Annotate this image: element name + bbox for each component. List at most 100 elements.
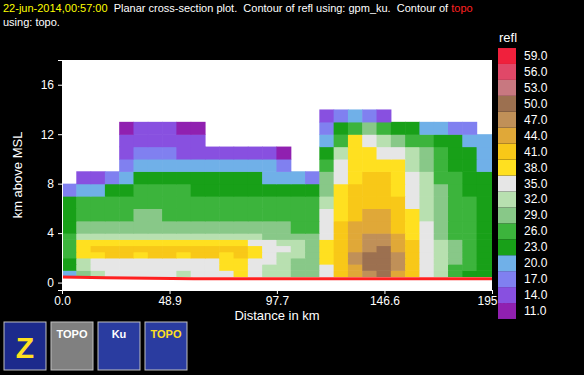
button-label[interactable]: TOPO [151,328,182,340]
button-face[interactable] [51,322,93,370]
cell [348,171,363,184]
cell [91,221,106,234]
cell [62,239,77,246]
cell [191,159,206,172]
cell [91,196,106,209]
cell [248,171,263,184]
cell [362,147,377,160]
cell [234,159,249,172]
colorbar-swatch [498,303,516,319]
cell [434,134,449,147]
tick: 16 [41,78,62,92]
cell [348,252,363,259]
cell [105,258,120,265]
cell [405,239,420,246]
cell [377,221,392,234]
cell [477,159,492,172]
cell [334,252,349,259]
cell [205,239,220,246]
toolbar-button[interactable]: Ku [98,322,140,370]
cell [291,258,306,265]
toolbar-button[interactable]: TOPO [51,322,93,370]
cell [477,258,492,265]
cell [319,239,334,246]
cell [105,245,120,252]
cell [391,134,406,147]
cell [148,233,163,240]
button-face[interactable] [145,322,187,370]
cell [148,270,163,277]
cell [219,270,234,277]
colorbar-swatch [498,48,516,64]
cell [91,171,106,184]
cell [76,264,91,271]
toolbar-button[interactable]: TOPO [145,322,187,370]
cell [262,159,277,172]
cell [105,233,120,240]
cell [219,264,234,271]
cell [219,258,234,265]
button-label[interactable]: TOPO [57,328,88,340]
cell [391,258,406,265]
cell [105,252,120,259]
cell [105,221,120,234]
cell [62,221,77,234]
cell [162,196,177,209]
cell [176,233,191,240]
cell [119,233,134,240]
cell [133,221,148,234]
cell [405,171,420,184]
cell [291,233,306,240]
colorbar-swatch [498,191,516,207]
cell [462,239,477,246]
button-label[interactable]: Z [16,331,34,364]
cell [462,171,477,184]
cell [234,208,249,221]
cell [248,258,263,265]
cell [105,196,120,209]
cell [405,196,420,209]
cell [362,159,377,172]
cell [291,245,306,252]
title-part: using: topo. [3,16,60,28]
cell [391,159,406,172]
cell [205,245,220,252]
cell [448,184,463,197]
cell [205,196,220,209]
button-face[interactable] [98,322,140,370]
cell [405,147,420,160]
cell [248,252,263,259]
cell [462,221,477,234]
tick-mark [58,283,62,284]
cell [119,252,134,259]
cell [305,252,320,259]
cell [305,208,320,221]
cell [176,221,191,234]
tick-label: 4 [47,226,54,240]
cell [148,147,163,160]
colorbar-label: 29.0 [524,208,548,222]
cell [334,270,349,277]
cell [162,122,177,135]
tick-mark [58,85,62,86]
cell [434,208,449,221]
colorbar-swatch [498,176,516,192]
cell [76,171,91,184]
cell [133,239,148,246]
cell [419,239,434,246]
cell [434,196,449,209]
cell [205,264,220,271]
button-face[interactable] [4,322,46,370]
cell [305,245,320,252]
cell [219,184,234,197]
cell [348,245,363,252]
title-part: topo [451,2,472,14]
cell [248,147,263,160]
cell [191,134,206,147]
button-label[interactable]: Ku [112,328,127,340]
toolbar-button[interactable]: Z [4,322,46,370]
tick: 0.0 [54,290,71,308]
cell [119,245,134,252]
cell [462,196,477,209]
colorbar-label: 35.0 [524,177,548,191]
